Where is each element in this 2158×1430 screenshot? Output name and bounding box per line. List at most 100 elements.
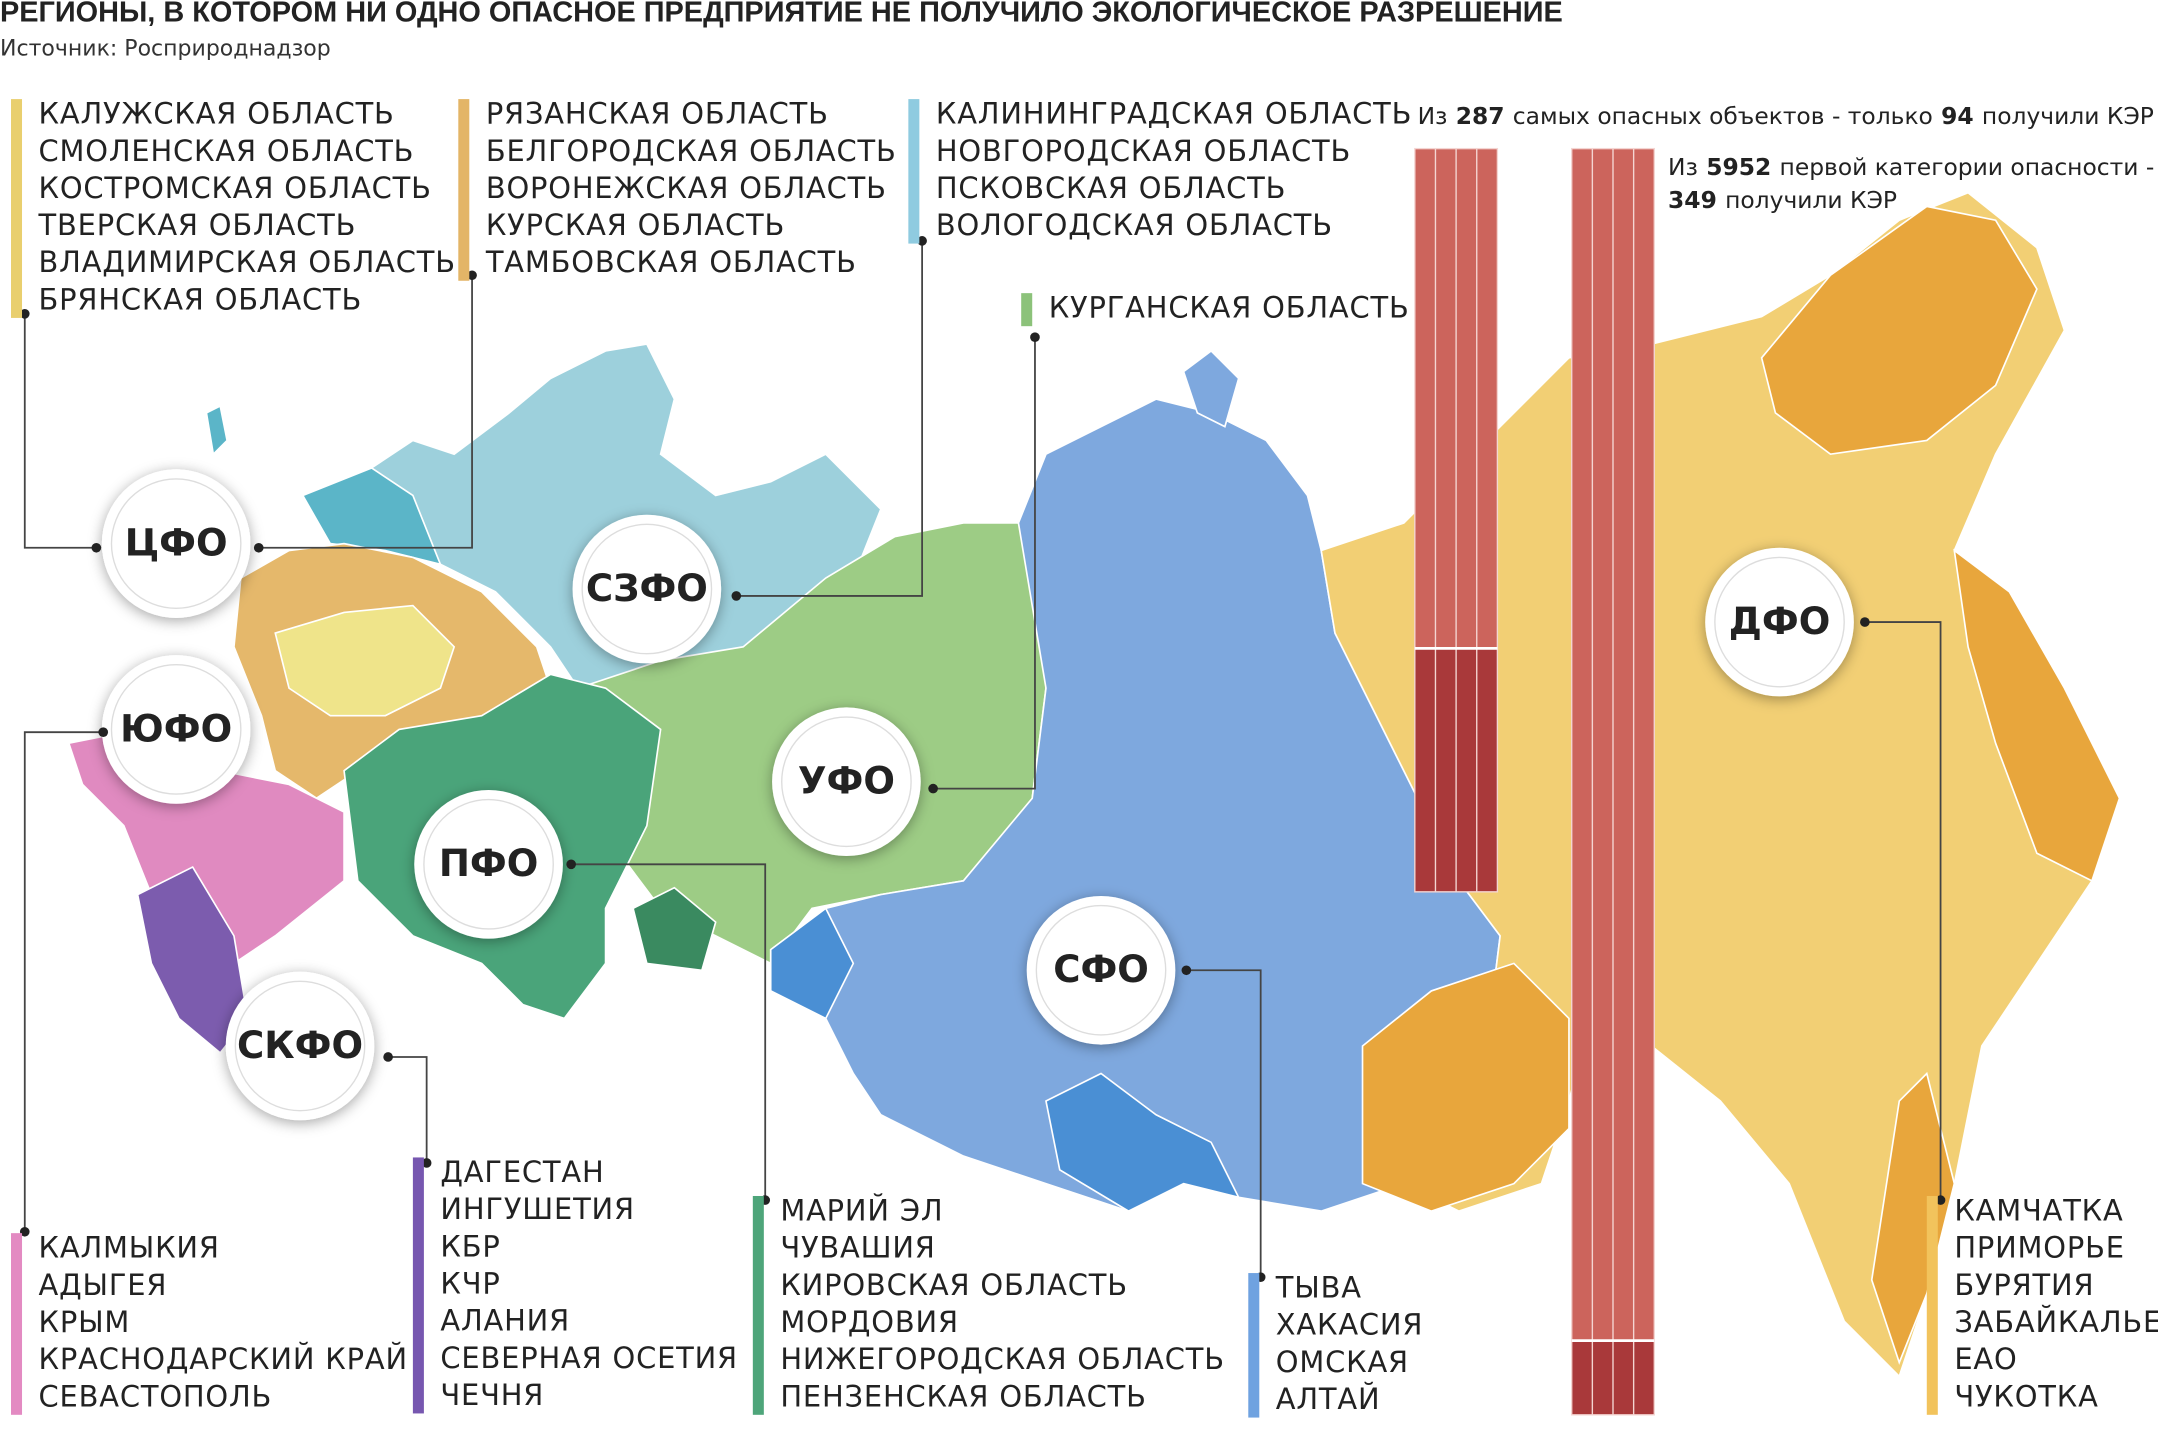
bar-outline [1414, 147, 1499, 893]
leader-dot [731, 591, 742, 601]
district-label: ЮФО [120, 707, 232, 750]
leader-dot [19, 308, 30, 319]
note-text: получили КЭР [1982, 101, 2154, 129]
region-name: ВОРОНЕЖСКАЯ ОБЛАСТЬ [486, 171, 887, 205]
region-name: ПСКОВСКАЯ ОБЛАСТЬ [936, 171, 1286, 205]
region-name: ДАГЕСТАН [440, 1155, 604, 1189]
bars [1414, 147, 1655, 1416]
note-text: Из [1418, 101, 1448, 129]
list-bar [11, 1233, 23, 1415]
leader-dot [1030, 332, 1040, 343]
region-name: ЧУВАШИЯ [780, 1231, 935, 1265]
district-circle [225, 971, 375, 1121]
region-name: КБР [440, 1229, 500, 1263]
list-bar [1248, 1273, 1260, 1418]
leader [23, 313, 97, 549]
source: Источник: Росприроднадзор [0, 37, 331, 62]
region-name: АЛТАЙ [1276, 1382, 1381, 1416]
leaders [23, 240, 1942, 1278]
list-bar [908, 99, 920, 244]
district-label: СКФО [237, 1024, 363, 1067]
region-name: РЯЗАНСКАЯ ОБЛАСТЬ [486, 97, 829, 131]
region-name: СЕВЕРНАЯ ОСЕТИЯ [440, 1341, 738, 1375]
leader [933, 337, 1036, 790]
title: РЕГИОНЫ, В КОТОРОМ НИ ОДНО ОПАСНОЕ ПРЕДП… [0, 0, 1563, 28]
region-name: ПРИМОРЬЕ [1954, 1231, 2125, 1265]
island [205, 404, 228, 456]
district-circle [414, 789, 563, 939]
leader [736, 240, 924, 597]
list-bar [752, 1195, 764, 1415]
region-name: КЧР [440, 1266, 500, 1300]
region-name: ОМСКАЯ [1276, 1345, 1409, 1379]
leader-dot [383, 1052, 393, 1062]
note-text: Из [1668, 152, 1698, 180]
region-pfo-dark [632, 886, 717, 972]
leader-dot [1935, 1195, 1946, 1205]
leader-dot [19, 1226, 30, 1237]
region-name: АЛАНИЯ [440, 1304, 570, 1338]
region-name: СЕВАСТОПОЛЬ [39, 1379, 273, 1413]
leader [1864, 621, 1942, 1201]
list-bar [412, 1157, 424, 1414]
district-circle [772, 707, 921, 857]
leader [571, 863, 767, 1201]
region-dfo-dark [1953, 548, 2121, 882]
leader-dot [253, 542, 264, 553]
district-label: ДФО [1729, 600, 1830, 643]
note-number: 287 [1456, 101, 1505, 129]
district-circles: ЦФО ЮФО СЗФО УФО ПФО СФО СКФО ДФО [19, 236, 1946, 1283]
region-dfo-dark [1361, 962, 1570, 1213]
district-ring [1714, 556, 1845, 688]
district-label: СФО [1053, 948, 1149, 991]
region-name: ПЕНЗЕНСКАЯ ОБЛАСТЬ [780, 1379, 1146, 1413]
leader-dot [917, 236, 927, 246]
region-name: ТВЕРСКАЯ ОБЛАСТЬ [38, 208, 357, 242]
region-name: ЕАО [1954, 1342, 2017, 1376]
region-sfo-dark [1045, 1072, 1241, 1213]
leader-dot [91, 542, 102, 553]
leader-dot [421, 1158, 432, 1168]
region-name: КОСТРОМСКАЯ ОБЛАСТЬ [39, 171, 432, 205]
region-name: КУРГАНСКАЯ ОБЛАСТЬ [1049, 291, 1410, 325]
district-circle [1026, 895, 1176, 1045]
district-ring [110, 478, 242, 610]
district-circle [572, 514, 722, 664]
island [1182, 349, 1240, 428]
region-name: КРЫМ [39, 1305, 131, 1339]
region-szfo-dark [301, 467, 442, 566]
region-name: ВЛАДИМИРСКАЯ ОБЛАСТЬ [39, 245, 456, 279]
region-name: КАМЧАТКА [1954, 1194, 2123, 1228]
leader-dot [98, 727, 109, 737]
region-name: МОРДОВИЯ [780, 1305, 959, 1339]
leader-dot [928, 783, 938, 794]
district-circle [101, 469, 251, 618]
note-number: 5952 [1706, 152, 1771, 180]
district-circle [101, 655, 251, 804]
district-label: СЗФО [586, 567, 708, 610]
district-ring [1035, 904, 1167, 1036]
district-label: ЦФО [125, 522, 228, 565]
leader [388, 1056, 428, 1163]
region-name: МАРИЙ ЭЛ [780, 1194, 943, 1228]
region-name: КАЛМЫКИЯ [39, 1231, 220, 1265]
region-name: КРАСНОДАРСКИЙ КРАЙ [39, 1342, 408, 1376]
leader-dot [566, 859, 576, 870]
district-ring [423, 798, 554, 930]
region-name: ТЫВА [1275, 1271, 1362, 1305]
note: Из 5952 первой категории опасности - 349 пол… [1668, 152, 2154, 213]
region-szfo [301, 343, 882, 731]
leader [1186, 969, 1262, 1278]
bar-outline [1571, 147, 1655, 1416]
region-name: СМОЛЕНСКАЯ ОБЛАСТЬ [39, 134, 415, 168]
note-text: самых опасных объектов - только [1513, 101, 1933, 129]
district-ring [110, 664, 242, 795]
region-name: ЧЕЧНЯ [440, 1378, 544, 1412]
region-name: НИЖЕГОРОДСКАЯ ОБЛАСТЬ [780, 1342, 1225, 1376]
region-name: КИРОВСКАЯ ОБЛАСТЬ [780, 1268, 1128, 1302]
district-label: ПФО [439, 842, 539, 885]
